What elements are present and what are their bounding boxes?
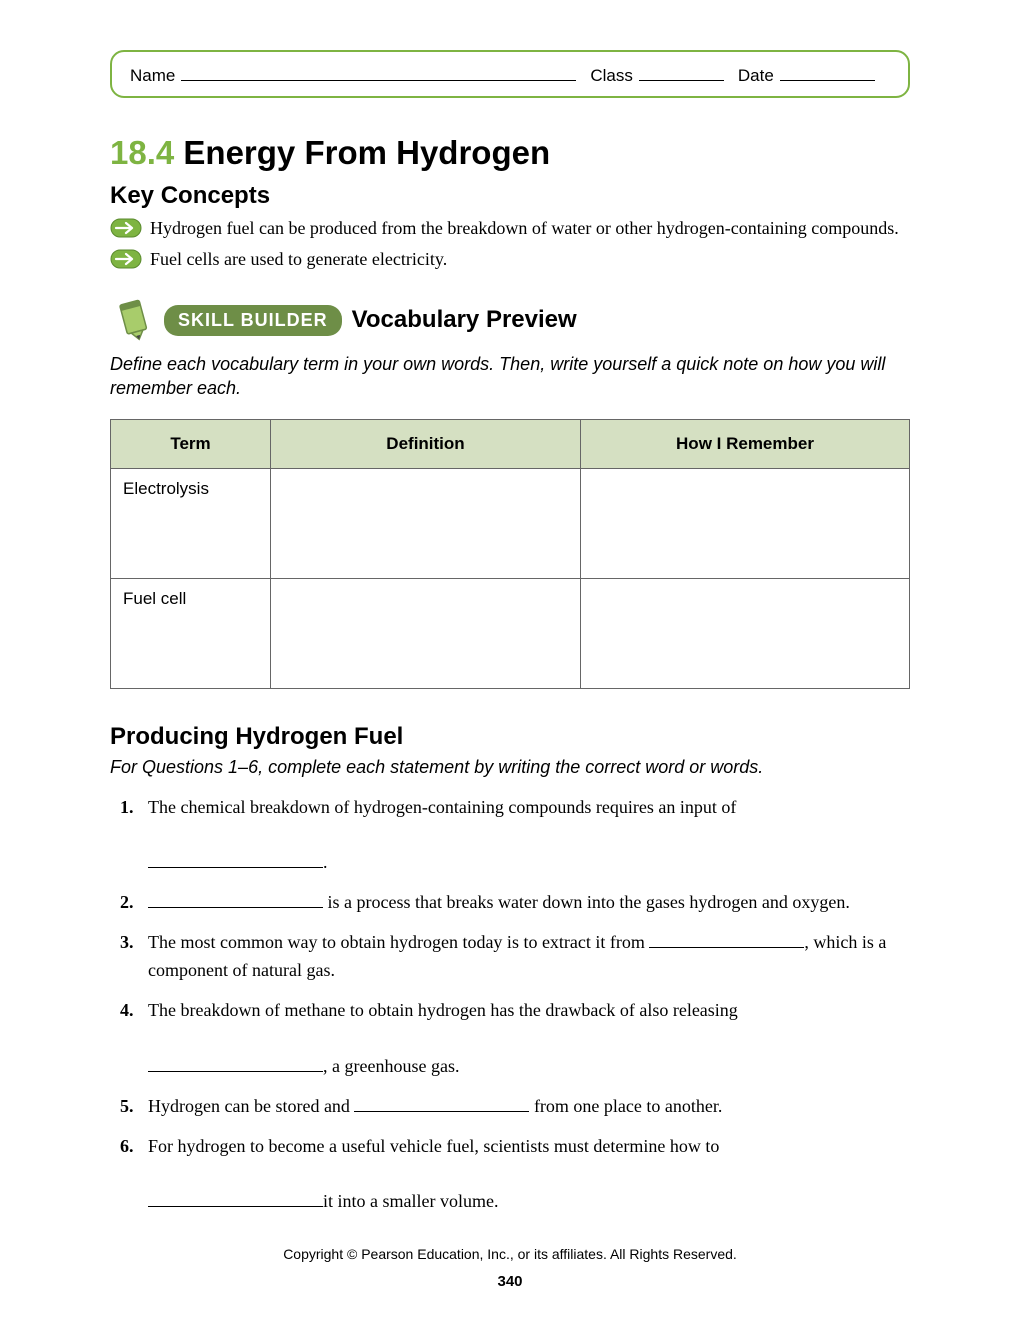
- skill-builder-title: Vocabulary Preview: [352, 306, 577, 334]
- answer-blank[interactable]: [148, 889, 323, 908]
- vocab-remember-cell[interactable]: [581, 468, 910, 578]
- answer-blank[interactable]: [148, 1188, 323, 1207]
- arrow-icon: [110, 218, 142, 238]
- concept-item: Fuel cells are used to generate electric…: [110, 247, 910, 272]
- question-item: 6. For hydrogen to become a useful vehic…: [120, 1133, 910, 1217]
- question-number: 4.: [120, 997, 142, 1081]
- class-input-line[interactable]: [639, 62, 724, 81]
- concept-text: Fuel cells are used to generate electric…: [150, 247, 910, 272]
- concept-item: Hydrogen fuel can be produced from the b…: [110, 216, 910, 241]
- question-item: 2. is a process that breaks water down i…: [120, 889, 910, 917]
- vocab-instruction: Define each vocabulary term in your own …: [110, 352, 910, 401]
- skill-builder-badge: SKILL BUILDER: [164, 305, 342, 336]
- table-header-remember: How I Remember: [581, 419, 910, 468]
- question-number: 5.: [120, 1093, 142, 1121]
- answer-blank[interactable]: [649, 929, 804, 948]
- vocab-definition-cell[interactable]: [271, 578, 581, 688]
- questions-list: 1. The chemical breakdown of hydrogen-co…: [110, 794, 910, 1217]
- vocab-term: Fuel cell: [111, 578, 271, 688]
- question-body: The chemical breakdown of hydrogen-conta…: [148, 794, 910, 878]
- skill-builder-icon: [110, 296, 158, 344]
- question-body: is a process that breaks water down into…: [148, 889, 910, 917]
- question-body: For hydrogen to become a useful vehicle …: [148, 1133, 910, 1217]
- table-row: Fuel cell: [111, 578, 910, 688]
- question-body: The breakdown of methane to obtain hydro…: [148, 997, 910, 1081]
- producing-hydrogen-heading: Producing Hydrogen Fuel: [110, 723, 910, 751]
- question-body: The most common way to obtain hydrogen t…: [148, 929, 910, 985]
- vocab-term: Electrolysis: [111, 468, 271, 578]
- date-input-line[interactable]: [780, 62, 875, 81]
- copyright-footer: Copyright © Pearson Education, Inc., or …: [0, 1246, 1020, 1262]
- answer-blank[interactable]: [148, 1053, 323, 1072]
- name-label: Name: [130, 66, 175, 86]
- question-number: 6.: [120, 1133, 142, 1217]
- date-label: Date: [738, 66, 774, 86]
- table-header-definition: Definition: [271, 419, 581, 468]
- question-number: 3.: [120, 929, 142, 985]
- page-number: 340: [0, 1273, 1020, 1290]
- question-number: 2.: [120, 889, 142, 917]
- header-fields-box: Name Class Date: [110, 50, 910, 98]
- skill-builder-header: SKILL BUILDER Vocabulary Preview: [110, 296, 910, 344]
- questions-instruction: For Questions 1–6, complete each stateme…: [110, 757, 910, 778]
- section-number: 18.4: [110, 134, 174, 171]
- question-body: Hydrogen can be stored and from one plac…: [148, 1093, 910, 1121]
- question-item: 3. The most common way to obtain hydroge…: [120, 929, 910, 985]
- answer-blank[interactable]: [354, 1093, 529, 1112]
- question-item: 1. The chemical breakdown of hydrogen-co…: [120, 794, 910, 878]
- name-input-line[interactable]: [181, 62, 576, 81]
- answer-blank[interactable]: [148, 850, 323, 869]
- key-concepts-heading: Key Concepts: [110, 182, 910, 210]
- class-label: Class: [590, 66, 633, 86]
- page-title: 18.4 Energy From Hydrogen: [110, 134, 910, 172]
- question-item: 5. Hydrogen can be stored and from one p…: [120, 1093, 910, 1121]
- vocab-remember-cell[interactable]: [581, 578, 910, 688]
- vocab-table: Term Definition How I Remember Electroly…: [110, 419, 910, 689]
- concept-text: Hydrogen fuel can be produced from the b…: [150, 216, 910, 241]
- question-number: 1.: [120, 794, 142, 878]
- table-row: Electrolysis: [111, 468, 910, 578]
- question-item: 4. The breakdown of methane to obtain hy…: [120, 997, 910, 1081]
- section-title-text: Energy From Hydrogen: [183, 134, 550, 171]
- arrow-icon: [110, 249, 142, 269]
- table-header-term: Term: [111, 419, 271, 468]
- vocab-definition-cell[interactable]: [271, 468, 581, 578]
